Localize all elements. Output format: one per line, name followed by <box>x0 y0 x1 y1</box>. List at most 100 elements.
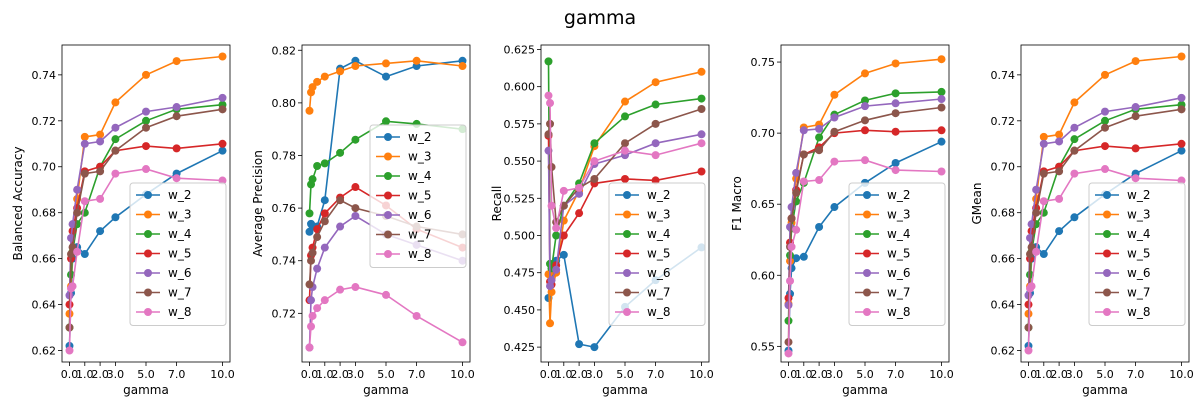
y-tick-label: 0.72 <box>32 115 57 128</box>
data-point-w_8 <box>552 224 561 233</box>
data-point-w_8 <box>96 194 105 203</box>
legend-entry-w_6: w_6 <box>168 266 191 280</box>
legend-marker-w_6 <box>1103 269 1111 277</box>
legend-marker-w_8 <box>384 250 392 258</box>
legend-entry-w_5: w_5 <box>887 247 910 261</box>
data-point-w_3 <box>621 97 629 106</box>
y-tick-label: 0.70 <box>751 127 776 140</box>
data-point-w_4 <box>1101 116 1109 125</box>
data-point-w_8 <box>891 166 900 175</box>
data-point-w_3 <box>80 132 89 141</box>
data-point-w_6 <box>1177 93 1186 102</box>
y-axis-label: F1 Macro <box>730 176 744 231</box>
legend-box <box>369 124 467 268</box>
x-tick-label: 7.0 <box>408 368 426 381</box>
x-tick-label: 1.0 <box>316 368 334 381</box>
data-point-w_4 <box>697 94 706 103</box>
data-point-w_7 <box>305 280 314 289</box>
data-point-w_8 <box>937 167 946 176</box>
data-point-w_5 <box>1101 142 1109 151</box>
data-point-w_4 <box>308 175 317 184</box>
y-tick-label: 0.80 <box>272 97 297 110</box>
data-point-w_7 <box>621 139 629 148</box>
x-tick-label: 7.0 <box>887 368 905 381</box>
chart-panel-2: 0.72 0.74 0.76 0.78 0.80 0.82 0.01.02.03.0 5.0 7… <box>251 44 475 397</box>
legend: w_2 w_3 w_4 w_5 w_6 w_7 w_8 <box>848 182 946 326</box>
legend-marker-w_8 <box>144 308 152 316</box>
y-tick-label: 0.425 <box>504 341 536 354</box>
legend-entry-w_3: w_3 <box>1127 208 1150 222</box>
x-tick-label: 10.0 <box>929 368 954 381</box>
data-point-w_6 <box>552 265 561 274</box>
x-axis-label: gamma <box>123 383 169 397</box>
data-point-w_8 <box>1131 174 1140 183</box>
data-point-w_8 <box>308 311 317 320</box>
legend-marker-w_6 <box>863 269 871 277</box>
y-tick-label: 0.66 <box>991 253 1016 266</box>
data-point-w_6 <box>336 222 345 231</box>
data-point-w_5 <box>351 183 360 192</box>
legend-marker-w_4 <box>384 172 392 180</box>
data-point-w_7 <box>218 105 227 114</box>
data-point-w_8 <box>336 285 345 294</box>
legend-entry-w_2: w_2 <box>1127 188 1150 202</box>
y-tick-label: 0.450 <box>504 304 536 317</box>
data-point-w_7 <box>172 112 181 121</box>
legend-entry-w_7: w_7 <box>1127 286 1150 300</box>
data-point-w_3 <box>1101 70 1109 79</box>
data-point-w_8 <box>172 174 181 183</box>
legend-marker-w_7 <box>1103 288 1111 297</box>
data-point-w_6 <box>80 139 89 148</box>
data-point-w_2 <box>792 254 801 263</box>
y-tick-label: 0.75 <box>751 56 776 69</box>
data-point-w_8 <box>651 151 660 160</box>
x-tick-label: 0.0 <box>1020 368 1038 381</box>
data-point-w_4 <box>336 148 345 157</box>
legend-marker-w_8 <box>623 308 631 316</box>
data-point-w_8 <box>547 201 556 210</box>
legend-marker-w_8 <box>863 308 871 316</box>
plot-frame <box>61 44 231 363</box>
data-point-w_6 <box>96 137 105 146</box>
data-point-w_7 <box>815 146 824 155</box>
data-point-w_5 <box>697 167 706 176</box>
data-point-w_7 <box>1131 112 1140 121</box>
y-axis-label: Recall <box>490 186 504 222</box>
y-tick-label: 0.575 <box>504 118 536 131</box>
legend-marker-w_4 <box>863 230 871 238</box>
data-point-w_5 <box>937 126 946 135</box>
data-point-w_3 <box>142 70 150 79</box>
data-point-w_8 <box>787 242 796 251</box>
data-point-w_7 <box>336 196 345 205</box>
data-point-w_7 <box>861 116 869 125</box>
data-point-w_2 <box>111 213 120 222</box>
data-point-w_4 <box>142 116 150 125</box>
legend-entry-w_8: w_8 <box>408 247 431 261</box>
data-point-w_5 <box>651 176 660 185</box>
data-point-w_7 <box>651 119 660 128</box>
legend-entry-w_6: w_6 <box>408 208 431 222</box>
legend-marker-w_5 <box>623 249 631 258</box>
data-point-w_3 <box>313 77 322 86</box>
series-line-w_6 <box>1027 97 1182 296</box>
x-tick-label: 5.0 <box>616 368 634 381</box>
legend-entry-w_8: w_8 <box>1127 305 1150 319</box>
x-axis-label: gamma <box>602 383 648 397</box>
data-point-w_8 <box>111 169 120 178</box>
data-point-w_2 <box>575 340 584 349</box>
data-point-w_7 <box>891 109 900 118</box>
data-point-w_6 <box>1032 185 1041 194</box>
y-tick-label: 0.76 <box>272 202 297 215</box>
data-point-w_3 <box>336 67 345 76</box>
legend-box <box>608 182 706 326</box>
data-point-w_8 <box>382 290 390 299</box>
x-tick-label: 0.0 <box>780 368 798 381</box>
legend-marker-w_6 <box>144 269 152 277</box>
panels: 0.620.640.660.680.700.720.740.01.02.03.0… <box>11 43 1194 397</box>
x-tick-label: 3.0 <box>586 368 604 381</box>
legend-marker-w_3 <box>384 152 392 161</box>
plot-frame <box>540 44 710 363</box>
series-line-w_3 <box>308 59 463 111</box>
legend-entry-w_3: w_3 <box>168 208 191 222</box>
data-point-w_4 <box>544 57 553 66</box>
